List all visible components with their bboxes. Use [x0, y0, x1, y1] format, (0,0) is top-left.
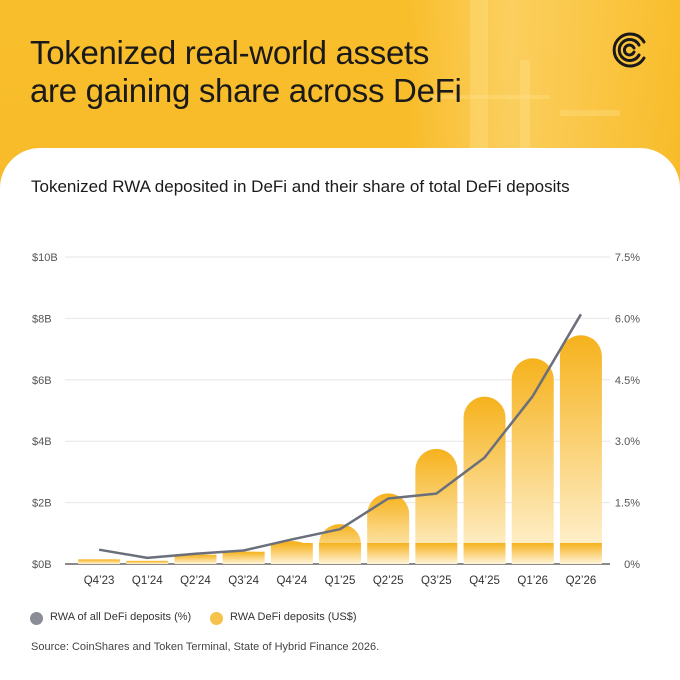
headline: Tokenized real-world assets are gaining … [30, 34, 550, 110]
combo-chart: $0B $2B $4B $6B $8B $10B 0% 1.5% 3.0% 4.5% 6.0% 7.5… [32, 252, 640, 587]
bar-base [126, 560, 169, 564]
bar-base [463, 543, 506, 564]
headline-line-1: Tokenized real-world assets [30, 34, 430, 71]
bar [511, 358, 554, 564]
x-tick-label: Q4’25 [469, 575, 500, 587]
chart-title: Tokenized RWA deposited in DeFi and thei… [31, 177, 570, 196]
share-line [98, 313, 582, 560]
x-tick-label: Q3’24 [228, 575, 259, 587]
x-tick-label: Q2’24 [180, 575, 211, 587]
headline-line-2: are gaining share across DeFi [30, 72, 462, 109]
bar-base [319, 543, 361, 564]
legend-line-swatch [30, 612, 43, 625]
bar-base [559, 543, 602, 564]
bar [415, 448, 458, 564]
y-left-tick-label: $4B [32, 436, 52, 448]
bar-base [270, 543, 313, 564]
x-tick-label: Q3’25 [421, 575, 452, 587]
y-left-tick-label: $6B [32, 375, 52, 387]
x-tick-label: Q1’25 [325, 575, 356, 587]
legend-bar-swatch [210, 612, 223, 625]
y-right-tick-label: 1.5% [615, 498, 640, 510]
source-note: Source: CoinShares and Token Terminal, S… [31, 641, 380, 653]
x-tick-label: Q2’25 [373, 575, 404, 587]
bar [463, 396, 506, 564]
y-left-tick-label: $10B [32, 252, 58, 264]
legend-line-label: RWA of all DeFi deposits (%) [50, 611, 192, 623]
y-left-tick-label: $0B [32, 559, 52, 571]
x-tick-label: Q4’23 [84, 575, 115, 587]
y-right-tick-label: 7.5% [615, 252, 640, 264]
y-right-tick-label: 3.0% [615, 436, 640, 448]
bar-base [511, 543, 554, 564]
y-right-tick-label: 6.0% [615, 313, 640, 325]
y-right-tick-label: 0% [624, 559, 640, 571]
x-tick-label: Q1’24 [132, 575, 163, 587]
y-left-tick-label: $2B [32, 498, 52, 510]
bar-base [174, 554, 217, 564]
bar-base [367, 543, 410, 564]
x-tick-label: Q2’26 [566, 575, 597, 587]
x-tick-label: Q1’26 [517, 575, 548, 587]
bar-base [222, 551, 265, 564]
y-right-tick-label: 4.5% [615, 375, 640, 387]
bar-base [78, 559, 121, 564]
legend-bar-label: RWA DeFi deposits (US$) [230, 611, 357, 623]
bar [559, 335, 602, 564]
c-arcs-logo-icon [612, 32, 646, 68]
bar-base [415, 543, 458, 564]
x-tick-label: Q4’24 [276, 575, 307, 587]
y-left-tick-label: $8B [32, 313, 52, 325]
